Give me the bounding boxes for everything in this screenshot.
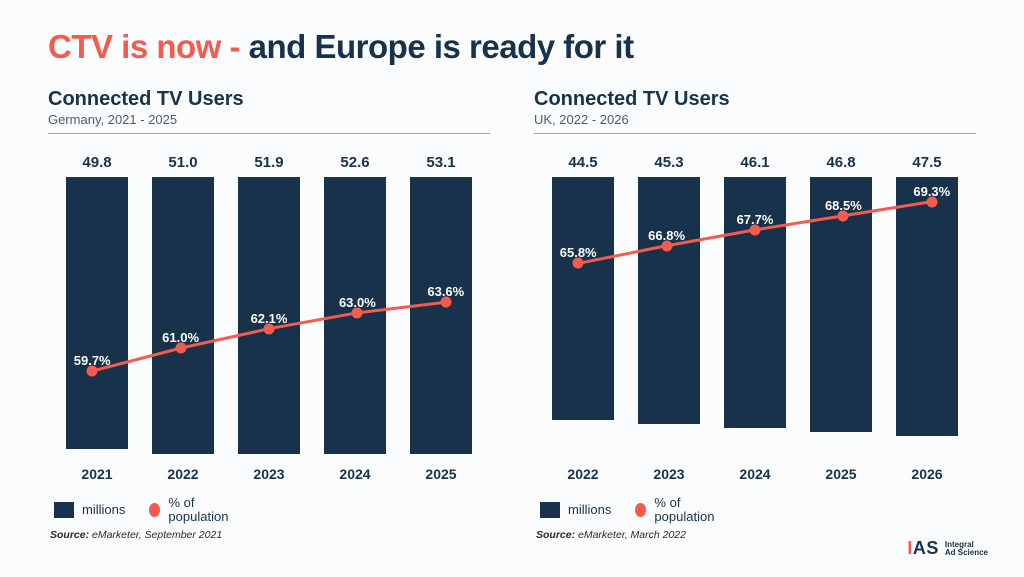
bar-col: 51.9 xyxy=(226,154,312,454)
x-label: 2025 xyxy=(798,466,884,482)
pct-label: 63.0% xyxy=(339,295,376,310)
pct-label: 63.6% xyxy=(427,284,464,299)
pct-label: 68.5% xyxy=(825,198,862,213)
bar-value-label: 47.5 xyxy=(912,154,941,171)
bar xyxy=(410,177,472,454)
bar-col: 46.1 xyxy=(712,154,798,454)
chart-title: Connected TV Users xyxy=(534,88,976,110)
bars: 49.8 51.0 51.9 52.6 53.1 xyxy=(48,154,490,454)
square-icon xyxy=(54,502,74,518)
legend: millions % of population xyxy=(54,496,490,523)
pct-label: 66.8% xyxy=(648,228,685,243)
headline-accent: CTV is now - xyxy=(48,28,240,65)
bar-value-label: 46.8 xyxy=(826,154,855,171)
x-axis: 20222023202420252026 xyxy=(534,466,976,482)
bar-col: 51.0 xyxy=(140,154,226,454)
dot-icon xyxy=(149,503,160,517)
x-label: 2021 xyxy=(54,466,140,482)
chart-rule xyxy=(534,133,976,134)
x-label: 2022 xyxy=(140,466,226,482)
legend-bar-label: millions xyxy=(82,503,125,517)
headline-rest: and Europe is ready for it xyxy=(240,28,634,65)
headline: CTV is now - and Europe is ready for it xyxy=(48,28,976,66)
x-label: 2026 xyxy=(884,466,970,482)
pct-label: 67.7% xyxy=(737,212,774,227)
x-axis: 20212022202320242025 xyxy=(48,466,490,482)
dot-icon xyxy=(635,503,646,517)
bar-value-label: 49.8 xyxy=(82,154,111,171)
x-label: 2023 xyxy=(226,466,312,482)
legend-line: % of population xyxy=(149,496,239,523)
bar-col: 49.8 xyxy=(54,154,140,454)
legend-line-label: % of population xyxy=(654,496,725,523)
logo-mark: IAS xyxy=(907,538,939,559)
source-note: Source: eMarketer, September 2021 xyxy=(50,529,490,541)
bar xyxy=(896,177,958,436)
bar-value-label: 46.1 xyxy=(740,154,769,171)
legend-line-label: % of population xyxy=(168,496,239,523)
logo-text: Integral Ad Science xyxy=(945,541,988,557)
chart-title: Connected TV Users xyxy=(48,88,490,110)
x-label: 2025 xyxy=(398,466,484,482)
legend-bar: millions xyxy=(54,502,125,518)
bar xyxy=(552,177,614,420)
square-icon xyxy=(540,502,560,518)
legend-line: % of population xyxy=(635,496,725,523)
bar xyxy=(638,177,700,424)
legend-bar-label: millions xyxy=(568,503,611,517)
chart-rule xyxy=(48,133,490,134)
bar-col: 45.3 xyxy=(626,154,712,454)
bar-value-label: 51.0 xyxy=(168,154,197,171)
x-label: 2022 xyxy=(540,466,626,482)
pct-label: 59.7% xyxy=(74,353,111,368)
slide: CTV is now - and Europe is ready for it … xyxy=(0,0,1024,577)
ias-logo: IAS Integral Ad Science xyxy=(907,538,988,559)
bar-value-label: 53.1 xyxy=(426,154,455,171)
pct-label: 69.3% xyxy=(913,184,950,199)
x-label: 2024 xyxy=(712,466,798,482)
x-label: 2024 xyxy=(312,466,398,482)
chart-1: Connected TV Users UK, 2022 - 2026 44.5 45.… xyxy=(534,88,976,541)
legend: millions % of population xyxy=(540,496,976,523)
bar-col: 44.5 xyxy=(540,154,626,454)
pct-label: 62.1% xyxy=(251,311,288,326)
bar-value-label: 44.5 xyxy=(568,154,597,171)
bar xyxy=(66,177,128,449)
bar-value-label: 45.3 xyxy=(654,154,683,171)
x-label: 2023 xyxy=(626,466,712,482)
legend-bar: millions xyxy=(540,502,611,518)
charts-row: Connected TV Users Germany, 2021 - 2025 49… xyxy=(48,88,976,541)
plot-area: 44.5 45.3 46.1 46.8 47.5 65.8% 66.8% 67.7% 68.5%… xyxy=(534,154,976,454)
bars: 44.5 45.3 46.1 46.8 47.5 xyxy=(534,154,976,454)
chart-0: Connected TV Users Germany, 2021 - 2025 49… xyxy=(48,88,490,541)
bar xyxy=(152,177,214,454)
bar-value-label: 51.9 xyxy=(254,154,283,171)
plot-area: 49.8 51.0 51.9 52.6 53.1 59.7% 61.0% 62.1% 63.0%… xyxy=(48,154,490,454)
pct-label: 65.8% xyxy=(560,245,597,260)
bar-value-label: 52.6 xyxy=(340,154,369,171)
chart-subtitle: UK, 2022 - 2026 xyxy=(534,112,976,127)
chart-subtitle: Germany, 2021 - 2025 xyxy=(48,112,490,127)
pct-label: 61.0% xyxy=(162,330,199,345)
